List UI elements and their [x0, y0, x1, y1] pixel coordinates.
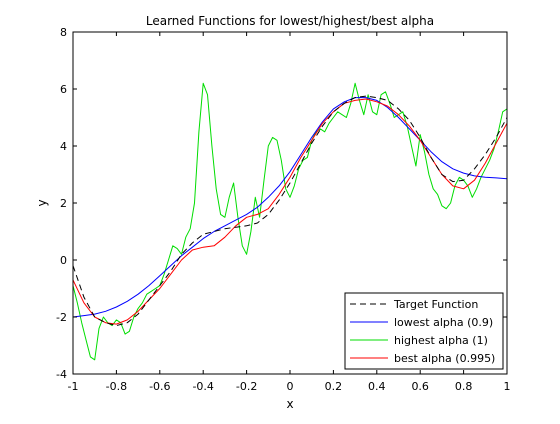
x-tick-label: -0.6 — [149, 380, 170, 393]
x-axis-label: x — [286, 397, 293, 411]
series-line-highest-alpha-1 — [73, 82, 507, 361]
x-tick-label: 0.4 — [368, 380, 386, 393]
series-layer — [73, 82, 507, 361]
legend-label: best alpha (0.995) — [394, 352, 495, 365]
ticks-layer: -1 -0.8 -0.6 -0.4 -0.2 0 0.2 0.4 0.6 0.8 1 -4 -2 0 2 4 6… — [56, 26, 510, 393]
legend: Target Function lowest alpha (0.9) highest… — [344, 292, 504, 370]
y-tick-label: 2 — [60, 197, 67, 210]
x-tick-label: -1 — [68, 380, 79, 393]
y-tick-label: 4 — [60, 140, 67, 153]
x-tick-label: 0.2 — [325, 380, 343, 393]
y-tick-label: -2 — [56, 311, 67, 324]
x-tick-label: 0.6 — [411, 380, 429, 393]
y-tick-label: -4 — [56, 368, 67, 381]
legend-label: lowest alpha (0.9) — [394, 316, 493, 329]
legend-label: Target Function — [393, 298, 478, 311]
y-tick-label: 6 — [60, 83, 67, 96]
y-tick-label: 0 — [60, 254, 67, 267]
legend-box — [344, 292, 504, 370]
series-line-lowest-alpha-0-9 — [73, 97, 507, 318]
y-tick-label: 8 — [60, 26, 67, 39]
x-tick-label: -0.8 — [106, 380, 127, 393]
series-line-best-alpha-0-995 — [73, 98, 507, 325]
chart-title: Learned Functions for lowest/highest/bes… — [146, 14, 434, 28]
x-tick-label: -0.4 — [192, 380, 213, 393]
series-line-target-function — [73, 95, 507, 327]
x-tick-label: 0 — [287, 380, 294, 393]
y-axis-label: y — [35, 199, 49, 206]
x-tick-label: -0.2 — [236, 380, 257, 393]
x-tick-label: 0.8 — [455, 380, 473, 393]
legend-label: highest alpha (1) — [394, 334, 488, 347]
x-tick-label: 1 — [504, 380, 511, 393]
